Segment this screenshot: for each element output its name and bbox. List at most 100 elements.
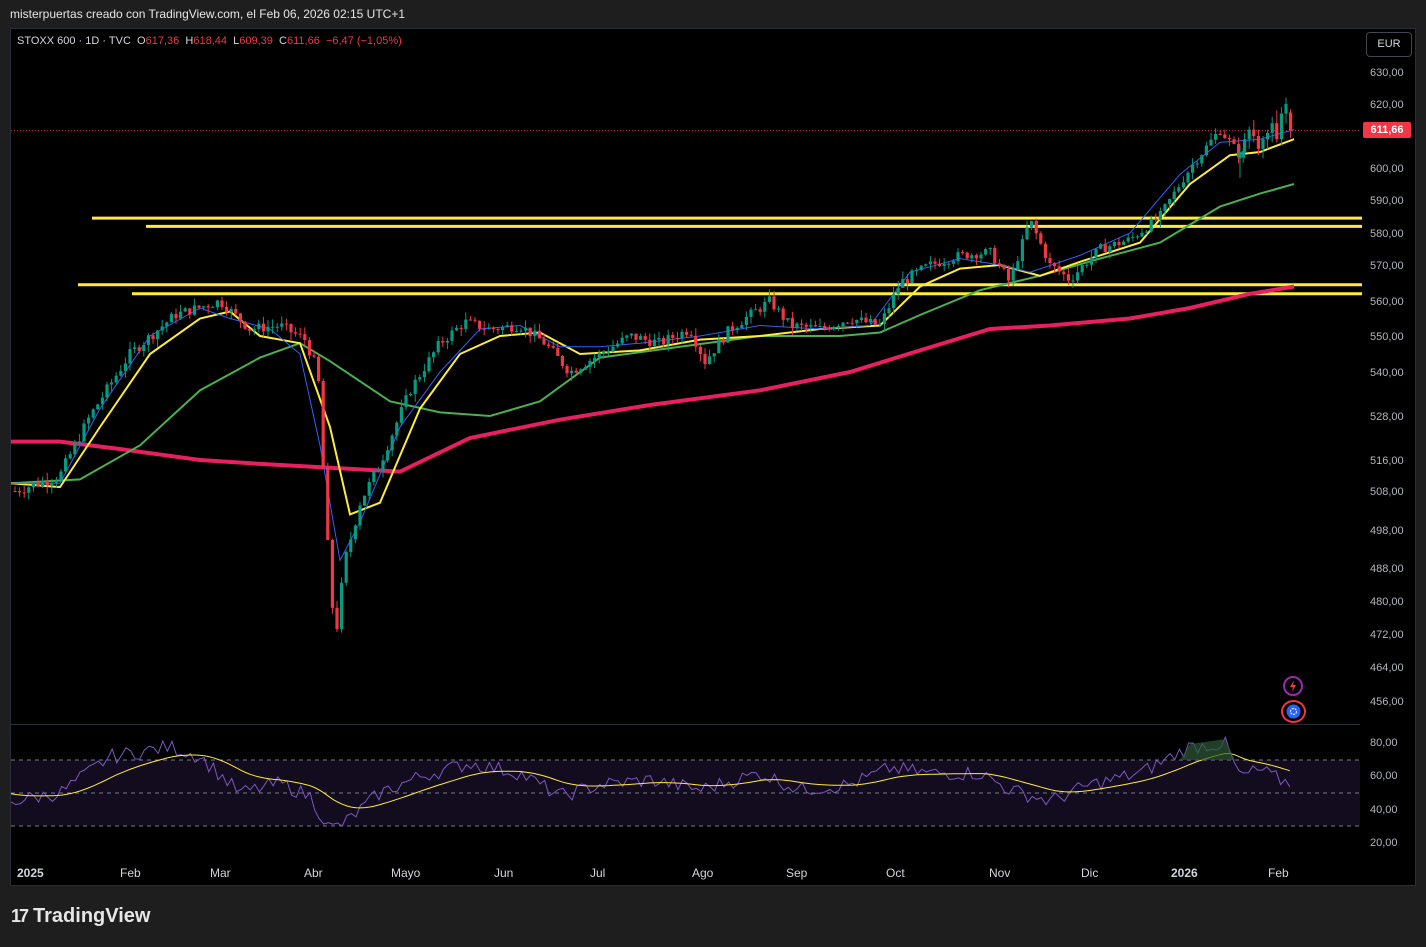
candle-body (519, 330, 523, 332)
candle-body (1048, 258, 1052, 263)
candle-body (579, 369, 583, 373)
candle-body (583, 366, 587, 370)
candle-body (505, 325, 509, 327)
candle-body (915, 269, 919, 271)
low-value: 609,39 (239, 35, 273, 47)
candle-body (372, 471, 376, 482)
candle-body (1117, 241, 1121, 245)
candle-body (45, 480, 49, 486)
price-axis-label: 570,00 (1370, 260, 1404, 272)
candle-body (1275, 123, 1279, 140)
candle-body (1237, 143, 1241, 158)
candle-body (169, 313, 173, 323)
candle-body (128, 348, 132, 364)
low-label: L (233, 35, 240, 47)
candle-body (404, 395, 408, 408)
candle-body (441, 341, 445, 343)
candle-body (560, 355, 564, 366)
candle-body (114, 375, 118, 383)
candle-body (188, 308, 192, 315)
candle-body (1284, 104, 1288, 114)
candle-body (611, 346, 615, 352)
candle-body (1043, 243, 1047, 259)
price-axis-label: 472,00 (1370, 629, 1404, 641)
earnings-icon[interactable] (1281, 700, 1306, 723)
time-axis-label: Jun (494, 866, 513, 880)
candle-body (892, 294, 896, 309)
candle-body (289, 323, 293, 333)
candle-body (813, 325, 817, 327)
candle-body (119, 370, 123, 376)
top-bar: misterpuertas creado con TradingView.com… (0, 0, 1426, 28)
candle-body (726, 326, 730, 343)
candle-body (82, 423, 86, 442)
candle-body (151, 335, 155, 340)
candle-body (671, 334, 675, 338)
candle-body (436, 341, 440, 353)
candle-body (206, 306, 210, 308)
price-axis-label: 498,00 (1370, 525, 1404, 537)
close-label: C (279, 35, 287, 47)
chart-frame[interactable] (10, 28, 1416, 886)
candle-body (468, 319, 472, 321)
candle-body (1270, 123, 1274, 133)
candle-body (1154, 218, 1158, 220)
candle-body (629, 333, 633, 336)
candle-body (1223, 134, 1227, 139)
candle-body (749, 309, 753, 317)
candle-body (708, 356, 712, 365)
candle-body (491, 327, 495, 329)
candle-body (1252, 129, 1256, 136)
currency-button[interactable]: EUR (1366, 32, 1412, 57)
symbol-name[interactable]: STOXX 600 · 1D · TVC (17, 35, 131, 47)
candle-body (804, 324, 808, 327)
candle-body (754, 309, 758, 311)
candle-body (271, 326, 275, 328)
candle-body (381, 460, 385, 471)
candle-body (537, 330, 541, 339)
candle-body (1177, 187, 1181, 192)
time-axis-label: Sep (786, 866, 808, 880)
candle-body (87, 417, 91, 424)
candle-body (1076, 272, 1080, 281)
candle-body (602, 352, 606, 354)
candle-body (547, 344, 551, 346)
price-axis-label: 550,00 (1370, 331, 1404, 343)
candle-body (386, 450, 390, 461)
candle-body (77, 441, 81, 443)
candle-body (1112, 241, 1116, 247)
candle-body (215, 300, 219, 308)
candle-body (321, 381, 325, 468)
candle-body (772, 296, 776, 310)
candle-body (349, 539, 353, 553)
candle-body (432, 352, 436, 358)
time-axis-label: 2025 (17, 866, 44, 880)
candle-body (510, 325, 514, 332)
candle-body (1172, 191, 1176, 199)
candle-body (1238, 152, 1242, 159)
rsi-axis-label: 80,00 (1370, 737, 1398, 749)
candle-body (938, 263, 942, 266)
flash-icon[interactable] (1283, 676, 1303, 696)
candle-body (353, 525, 357, 540)
candle-body (376, 470, 380, 472)
tradingview-logo[interactable]: 17 TradingView (11, 905, 150, 928)
candle-body (639, 336, 643, 340)
candle-body (832, 326, 836, 330)
candle-body (1247, 129, 1251, 140)
candle-body (1126, 237, 1130, 242)
candle-body (570, 370, 574, 374)
candle-body (533, 330, 537, 337)
candle-body (409, 393, 413, 396)
candle-body (478, 320, 482, 329)
candle-body (979, 254, 983, 259)
candle-body (252, 329, 256, 331)
candle-body (248, 328, 252, 331)
candle-body (988, 247, 992, 250)
candle-body (174, 313, 178, 319)
candle-body (413, 379, 417, 394)
candle-body (1279, 113, 1283, 140)
candle-body (698, 346, 702, 354)
tradingview-logo-icon: 17 (11, 906, 29, 926)
